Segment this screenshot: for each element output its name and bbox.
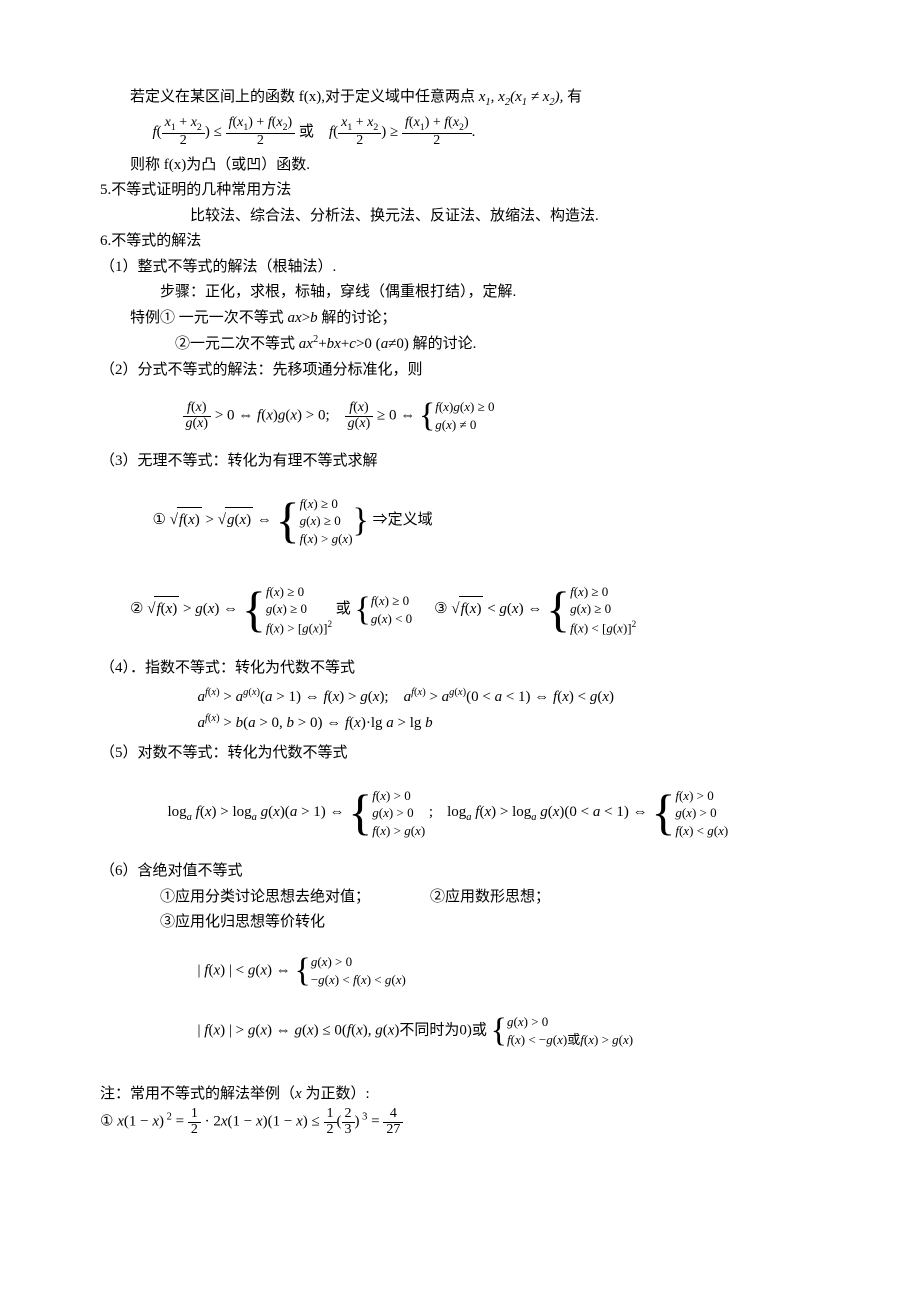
p3-f23: ② √f(x) > g(x) ⇔ { f(x) ≥ 0 g(x) ≥ 0 f(x… <box>100 567 820 652</box>
p1-l1: 步骤：正化，求根，标轴，穿线（偶重根打结），定解. <box>100 280 820 306</box>
convex-formula: f(x1 + x22) ≤ f(x1) + f(x2)2 或 f(x1 + x2… <box>100 116 820 149</box>
math-inline: x1, x2(x1 ≠ x2), <box>479 89 567 105</box>
p4-title: （4）．指数不等式：转化为代数不等式 <box>100 656 820 682</box>
section-6-title: 6.不等式的解法 <box>100 229 820 255</box>
text: 有 <box>567 89 582 105</box>
p6-formula: | f(x) | < g(x) ⇔ { g(x) > 0 −g(x) < f(x… <box>100 942 820 1060</box>
p6-l2: ③应用化归思想等价转化 <box>100 910 820 936</box>
convex-def-line2: 则称 f(x)为凸（或凹）函数. <box>100 153 820 179</box>
p3-f2: ② √f(x) > g(x) ⇔ { f(x) ≥ 0 g(x) ≥ 0 f(x… <box>130 567 412 652</box>
p6-l1: ①应用分类讨论思想去绝对值；②应用数形思想； <box>100 885 820 911</box>
convex-def-line1: 若定义在某区间上的函数 f(x),对于定义域中任意两点 x1, x2(x1 ≠ … <box>100 85 820 112</box>
p2-title: （2）分式不等式的解法：先移项通分标准化，则 <box>100 358 820 384</box>
p3-title: （3）无理不等式：转化为有理不等式求解 <box>100 449 820 475</box>
section-5-body: 比较法、综合法、分析法、换元法、反证法、放缩法、构造法. <box>100 204 820 230</box>
text: 若定义在某区间上的函数 f(x),对于定义域中任意两点 <box>130 89 479 105</box>
p4-f1: af(x) > ag(x)(a > 1) ⇔ f(x) > g(x); af(x… <box>100 684 820 737</box>
p3-f3: ③ √f(x) < g(x) ⇔ { f(x) ≥ 0 g(x) ≥ 0 f(x… <box>434 567 636 652</box>
section-5-title: 5.不等式证明的几种常用方法 <box>100 178 820 204</box>
note-title: 注：常用不等式的解法举例（x 为正数）: <box>100 1082 820 1108</box>
p2-formula: f(x)g(x) > 0 ⇔ f(x)g(x) > 0; f(x)g(x) ≥ … <box>100 387 820 445</box>
p3-f1: ① √f(x) > √g(x) ⇔ { f(x) ≥ 0 g(x) ≥ 0 f(… <box>100 478 820 563</box>
domain-note: ⇒定义域 <box>373 512 433 528</box>
p5-formula: loga f(x) > loga g(x)(a > 1) ⇔ { f(x) > … <box>100 770 820 855</box>
p1-l3: ②一元二次不等式 ax2+bx+c>0 (a≠0) 解的讨论. <box>100 331 820 358</box>
p6-title: （6）含绝对值不等式 <box>100 859 820 885</box>
p1-l2: 特例① 一元一次不等式 ax>b 解的讨论； <box>100 306 820 332</box>
p5-title: （5）对数不等式：转化为代数不等式 <box>100 741 820 767</box>
note-example: ① x(1 − x) 2 = 12 · 2x(1 − x)(1 − x) ≤ 1… <box>100 1107 820 1137</box>
p1-title: （1）整式不等式的解法（根轴法）. <box>100 255 820 281</box>
